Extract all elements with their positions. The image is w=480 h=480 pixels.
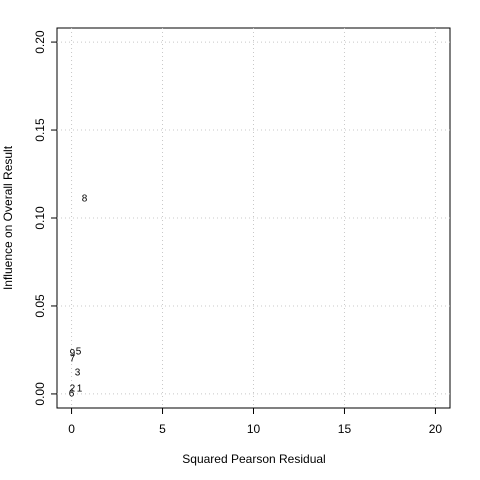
x-tick-label: 10: [247, 422, 261, 436]
point-label: 6: [69, 389, 75, 400]
x-tick-label: 5: [159, 422, 166, 436]
point-label: 2: [70, 383, 76, 394]
point-label: 8: [82, 193, 88, 204]
y-tick-label: 0.20: [33, 30, 47, 54]
x-tick-label: 20: [429, 422, 443, 436]
y-tick-label: 0.05: [33, 294, 47, 318]
point-label: 9: [70, 348, 76, 359]
x-axis-label: Squared Pearson Residual: [182, 452, 325, 466]
point-label: 5: [76, 346, 82, 357]
point-label: 1: [77, 383, 83, 394]
y-tick-label: 0.10: [33, 206, 47, 230]
point-label: 7: [70, 353, 76, 364]
y-tick-label: 0.15: [33, 118, 47, 142]
y-axis-label: Influence on Overall Result: [1, 145, 15, 290]
x-tick-label: 0: [68, 422, 75, 436]
point-label: 3: [75, 367, 81, 378]
y-tick-label: 0.00: [33, 382, 47, 406]
x-tick-label: 15: [338, 422, 352, 436]
